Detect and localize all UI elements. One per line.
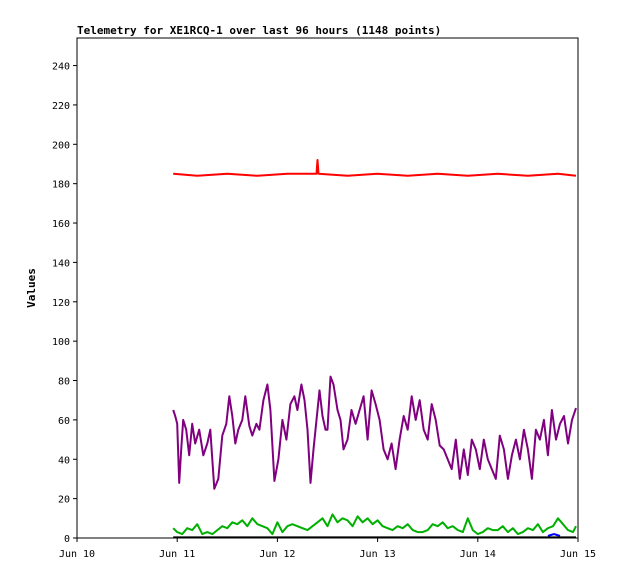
- y-tick-label: 100: [52, 337, 70, 348]
- x-tick-label: Jun 11: [159, 549, 195, 560]
- y-tick-label: 200: [52, 140, 70, 151]
- series-line-2: [172, 375, 577, 490]
- x-tick-label: Jun 10: [59, 549, 95, 560]
- y-axis-label: Values: [25, 268, 38, 308]
- y-tick-label: 60: [58, 416, 70, 427]
- plot-area: [76, 37, 579, 539]
- x-tick-label: Jun 15: [560, 549, 596, 560]
- y-tick-label: 0: [64, 534, 70, 545]
- x-axis: Jun 10 Jun 11 Jun 12 Jun 13 Jun 14 Jun 15: [59, 538, 596, 560]
- y-tick-label: 40: [58, 455, 70, 466]
- y-tick-label: 80: [58, 377, 70, 388]
- x-tick-label: Jun 13: [360, 549, 396, 560]
- y-tick-label: 20: [58, 495, 70, 506]
- series-line-1: [173, 159, 577, 177]
- y-tick-label: 120: [52, 298, 70, 309]
- y-axis: 0 20 40 60 80 100 120 140 160 180 200 220 240: [52, 62, 77, 545]
- y-tick-label: 220: [52, 101, 70, 112]
- y-tick-label: 140: [52, 258, 70, 269]
- series-layer: [172, 159, 577, 539]
- y-tick-label: 240: [52, 62, 70, 73]
- y-tick-label: 180: [52, 180, 70, 191]
- y-tick-label: 160: [52, 219, 70, 230]
- chart-title: Telemetry for XE1RCQ-1 over last 96 hour…: [77, 24, 441, 37]
- x-tick-label: Jun 12: [259, 549, 295, 560]
- series-line-4: [547, 533, 561, 537]
- series-line-3: [172, 513, 577, 536]
- x-tick-label: Jun 14: [460, 549, 496, 560]
